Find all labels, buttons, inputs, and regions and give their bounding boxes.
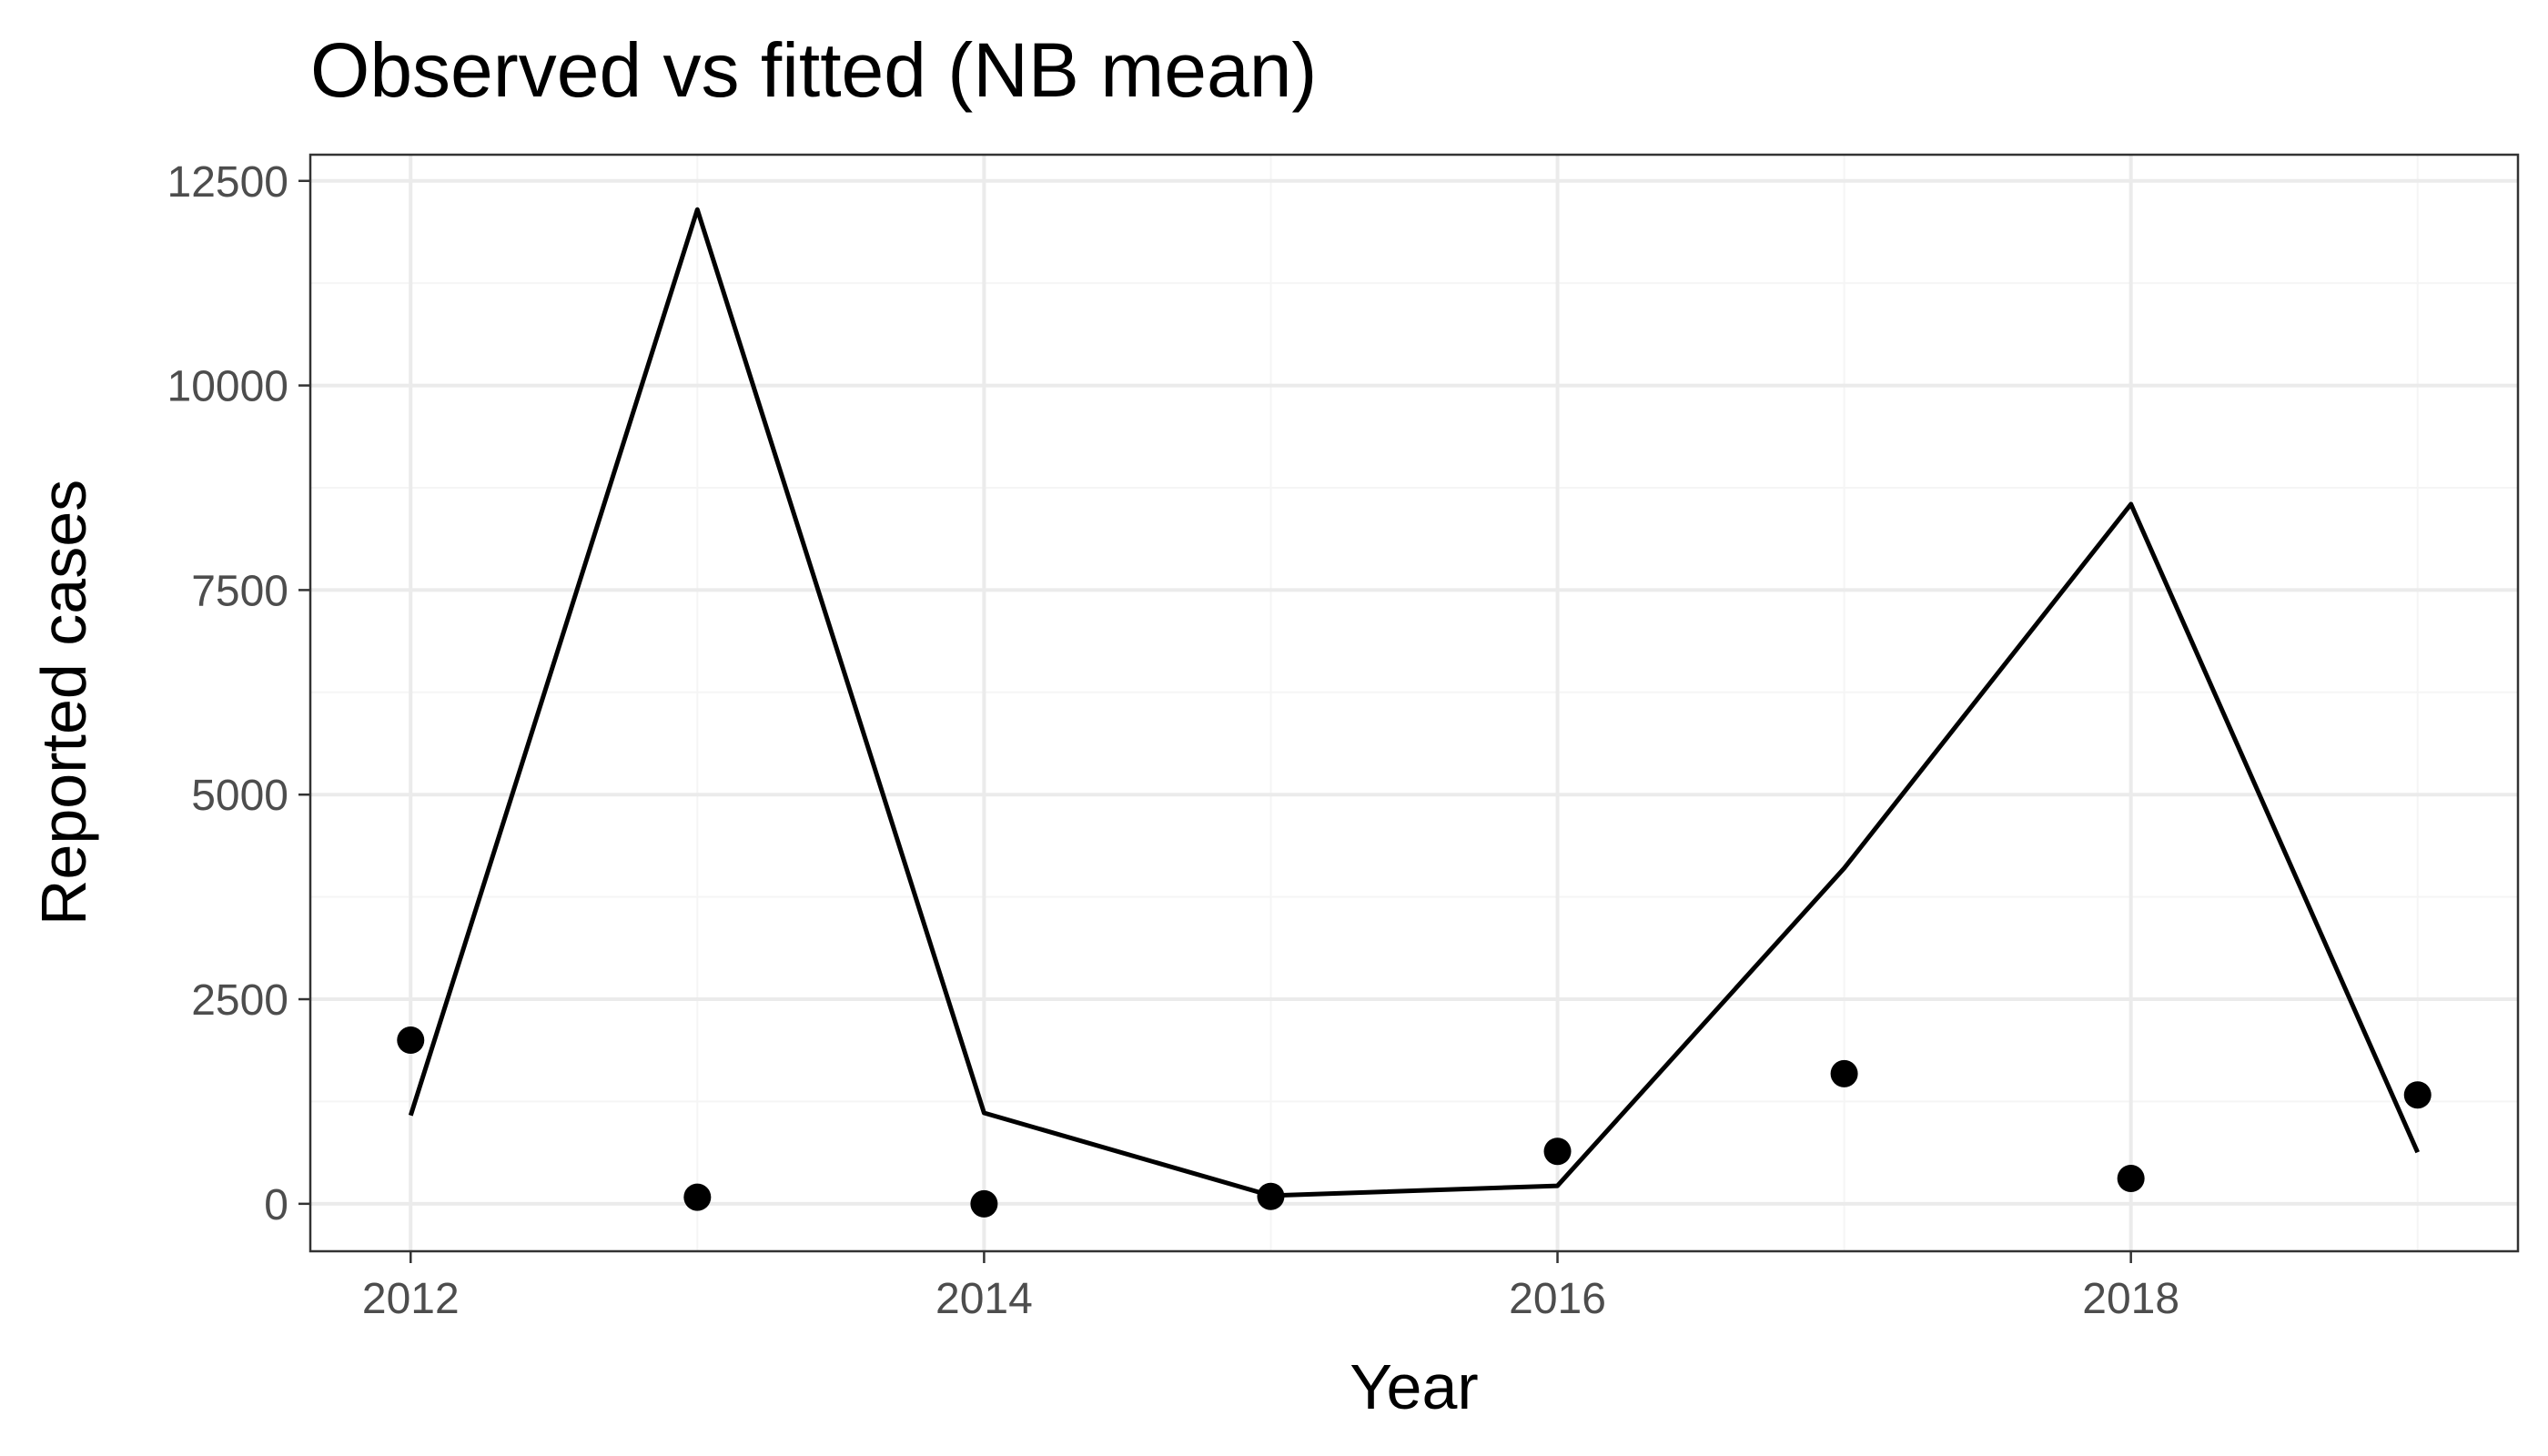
y-axis-title: Reported cases	[28, 480, 99, 925]
y-tick-label: 5000	[191, 772, 288, 820]
y-tick-label: 12500	[167, 158, 288, 207]
fitted-line	[408, 207, 2420, 1198]
observed-point	[2403, 1081, 2432, 1109]
observed-point	[683, 1183, 712, 1211]
observed-point	[2117, 1164, 2145, 1192]
observed-point	[1257, 1182, 1285, 1210]
chart-title: Observed vs fitted (NB mean)	[310, 27, 1317, 113]
x-tick-label: 2016	[1509, 1275, 1606, 1323]
y-tick-label: 10000	[167, 363, 288, 411]
y-tick-label: 7500	[191, 567, 288, 615]
grid-layer	[310, 155, 2518, 1251]
observed-point	[970, 1189, 998, 1218]
y-tick-label: 2500	[191, 976, 288, 1025]
axis-layer: 0 2500 5000 7500 10000 12500 2012 2014 2016 2018	[167, 158, 2180, 1323]
x-tick-label: 2012	[362, 1275, 460, 1323]
observed-point	[1543, 1138, 1572, 1166]
data-layer	[397, 207, 2432, 1218]
y-tick-label: 0	[264, 1181, 288, 1229]
panel-background	[310, 155, 2518, 1251]
x-tick-label: 2014	[935, 1275, 1033, 1323]
x-tick-label: 2018	[2082, 1275, 2179, 1323]
x-axis-title: Year	[1350, 1351, 1478, 1422]
observed-point	[1830, 1059, 1858, 1087]
observed-point	[397, 1026, 425, 1054]
panel-border	[308, 153, 2520, 1253]
